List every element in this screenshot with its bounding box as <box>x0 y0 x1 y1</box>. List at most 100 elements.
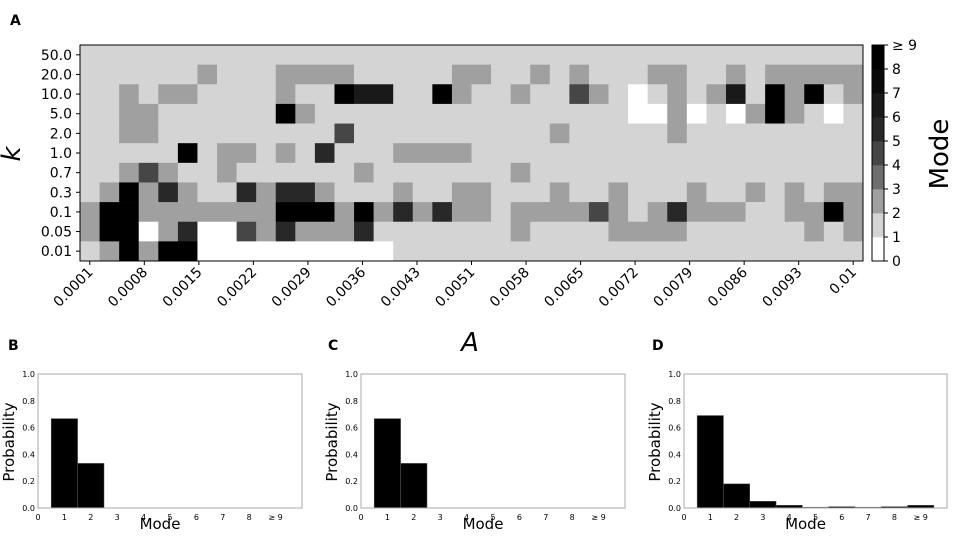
plot-frame-d <box>683 373 948 509</box>
heatmap-cell <box>275 64 355 85</box>
x-tick-label: 0.0072 <box>596 265 642 311</box>
heatmap-cell <box>843 221 864 242</box>
heatmap-cell <box>119 103 159 124</box>
x-axis-label: A <box>459 328 479 358</box>
bar-c <box>400 463 428 509</box>
heatmap-cell <box>393 182 414 203</box>
heatmap-cell <box>451 64 492 85</box>
heatmap-cell <box>432 202 453 223</box>
heatmap-cell <box>569 84 590 105</box>
y-axis-label: k <box>0 146 27 162</box>
heatmap-cell <box>158 103 277 124</box>
heatmap-cell <box>725 64 746 85</box>
heatmap-cell <box>334 182 394 203</box>
x-tick-label-d: 0 <box>681 513 686 522</box>
x-tick-label-b: 3 <box>115 513 120 522</box>
heatmap-cell <box>354 221 374 242</box>
heatmap-cell <box>843 84 864 105</box>
heatmap-cell <box>158 162 179 183</box>
colorbar-frame <box>871 44 885 262</box>
heatmap-cell <box>451 202 492 223</box>
heatmap-cell <box>451 182 492 203</box>
heatmap-cell <box>158 123 335 144</box>
heatmap-cell <box>354 84 394 105</box>
heatmap-cell <box>412 182 453 203</box>
heatmap-cell <box>354 64 453 85</box>
x-tick-label: 0.0043 <box>378 265 424 311</box>
y-tick-label-b: 0.6 <box>22 424 35 433</box>
heatmap-cell <box>197 143 218 164</box>
heatmap-cell <box>177 221 198 242</box>
x-axis-label-c: Mode <box>463 515 504 533</box>
heatmap-cell <box>667 202 688 223</box>
colorbar-tick-label: 5 <box>892 134 901 150</box>
heatmap-cell <box>804 84 825 105</box>
y-tick-label-d: 1.0 <box>668 370 681 379</box>
x-tick-label: 0.0022 <box>214 265 260 311</box>
heatmap-cell <box>686 103 707 124</box>
heatmap-cell <box>275 202 335 223</box>
heatmap-cell <box>686 202 746 223</box>
colorbar-segment <box>872 237 884 262</box>
heatmap-cell <box>138 221 159 242</box>
x-tick-label-d: 2 <box>734 513 739 522</box>
heatmap-cell <box>334 202 355 223</box>
y-tick-label-c: 0.8 <box>345 397 358 406</box>
heatmap-cell <box>432 84 453 105</box>
heatmap-cell <box>667 84 688 105</box>
heatmap-cell <box>804 103 825 124</box>
heatmap-cell <box>647 64 688 85</box>
heatmap-cell <box>745 84 766 105</box>
heatmap-cell <box>393 84 433 105</box>
x-axis-label-b: Mode <box>140 515 181 533</box>
heatmap-cell <box>80 241 100 262</box>
colorbar-tick-label: ≥ 9 <box>892 38 917 54</box>
heatmap-cell <box>530 162 864 183</box>
heatmap-cell <box>628 84 648 105</box>
bar-b <box>50 418 78 509</box>
y-tick-label-b: 0.2 <box>22 477 35 486</box>
heatmap-cell <box>804 221 825 242</box>
heatmap-cell <box>393 143 472 164</box>
heatmap-cell <box>197 84 277 105</box>
heatmap-cell <box>667 103 688 124</box>
heatmap-cell <box>80 64 198 85</box>
y-tick-label: 50.0 <box>41 48 72 64</box>
heatmap-cell <box>530 221 609 242</box>
heatmap-cell <box>530 64 551 85</box>
heatmap-cell <box>80 182 100 203</box>
heatmap-cell <box>295 221 355 242</box>
x-tick-label-c: 4 <box>464 513 469 522</box>
heatmap-cell <box>275 143 296 164</box>
bar-d <box>749 501 777 509</box>
x-tick-label-d: 7 <box>866 513 871 522</box>
y-tick-label: 5.0 <box>50 107 72 123</box>
heatmap-cell <box>628 182 688 203</box>
heatmap-cell <box>745 64 766 85</box>
heatmap-cell <box>843 103 864 124</box>
y-tick-label: 1.0 <box>50 146 72 162</box>
colorbar-segment <box>872 141 884 166</box>
x-tick-label-d: 3 <box>760 513 765 522</box>
colorbar-tick-label: 3 <box>892 182 901 198</box>
colorbar-segment <box>872 69 884 94</box>
heatmap-cell <box>510 84 531 105</box>
heatmap-cell <box>138 202 277 223</box>
heatmap-cell <box>99 221 140 242</box>
bar-d <box>696 415 724 509</box>
y-tick-label: 0.01 <box>41 244 72 260</box>
y-tick-label-b: 0.8 <box>22 397 35 406</box>
x-tick-label-c: ≥ 9 <box>591 513 605 522</box>
y-tick-label-d: 0.4 <box>668 450 681 459</box>
heatmap-cell <box>686 182 707 203</box>
heatmap-cell <box>256 182 277 203</box>
x-tick-label: 0.0079 <box>650 265 696 311</box>
heatmap-cell <box>236 182 257 203</box>
y-tick-label: 2.0 <box>50 126 72 142</box>
x-tick-label-b: 6 <box>194 513 199 522</box>
heatmap-cell <box>119 84 140 105</box>
heatmap-cell <box>569 182 609 203</box>
y-axis-label-d: Probability <box>646 402 664 481</box>
heatmap-cell <box>491 64 531 85</box>
panel-label-d: D <box>652 338 664 354</box>
